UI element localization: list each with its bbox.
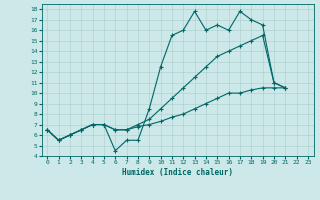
X-axis label: Humidex (Indice chaleur): Humidex (Indice chaleur) <box>122 168 233 177</box>
